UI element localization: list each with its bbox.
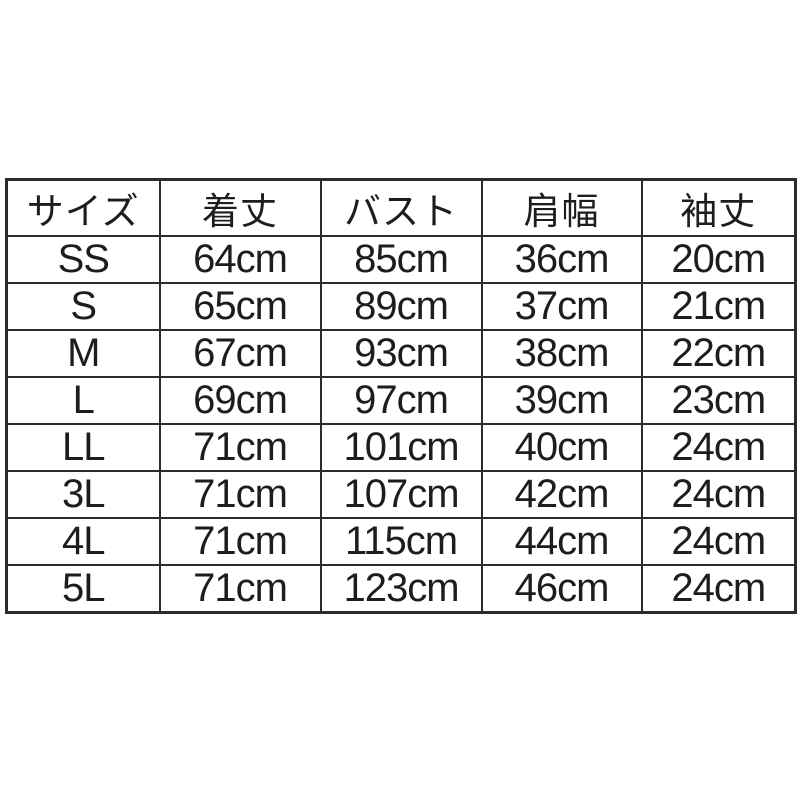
measurement-cell: 38cm [480,329,643,378]
table-row: L 69cm 97cm 39cm 23cm [5,376,797,425]
measurement-cell: 64cm [158,235,322,284]
measurement-cell: 71cm [158,517,322,566]
measurement-cell: 40cm [480,423,643,472]
size-chart-table: サイズ 着丈 バスト 肩幅 袖丈 SS 64cm 85cm 36cm 20cm S 65cm… [5,178,797,614]
table-row: LL 71cm 101cm 40cm 24cm [5,423,797,472]
measurement-cell: 65cm [158,282,322,331]
measurement-cell: 22cm [640,329,797,378]
measurement-cell: 37cm [480,282,643,331]
measurement-cell: 39cm [480,376,643,425]
measurement-cell: 71cm [158,423,322,472]
measurement-cell: 71cm [158,470,322,519]
measurement-cell: 101cm [319,423,483,472]
measurement-cell: 85cm [319,235,483,284]
measurement-cell: 36cm [480,235,643,284]
measurement-cell: 107cm [319,470,483,519]
size-label-cell: S [5,282,161,331]
size-label-cell: L [5,376,161,425]
table-row: 4L 71cm 115cm 44cm 24cm [5,517,797,566]
size-label-cell: 4L [5,517,161,566]
measurement-cell: 93cm [319,329,483,378]
table-row: S 65cm 89cm 37cm 21cm [5,282,797,331]
table-row: 3L 71cm 107cm 42cm 24cm [5,470,797,519]
measurement-cell: 42cm [480,470,643,519]
measurement-cell: 23cm [640,376,797,425]
measurement-cell: 24cm [640,470,797,519]
measurement-cell: 44cm [480,517,643,566]
size-label-cell: 5L [5,564,161,614]
table-row: M 67cm 93cm 38cm 22cm [5,329,797,378]
size-label-cell: SS [5,235,161,284]
measurement-cell: 20cm [640,235,797,284]
measurement-cell: 69cm [158,376,322,425]
measurement-cell: 97cm [319,376,483,425]
measurement-cell: 123cm [319,564,483,614]
column-header-size: サイズ [5,178,161,237]
measurement-cell: 67cm [158,329,322,378]
header-row: サイズ 着丈 バスト 肩幅 袖丈 [5,178,797,237]
measurement-cell: 21cm [640,282,797,331]
measurement-cell: 115cm [319,517,483,566]
measurement-cell: 24cm [640,517,797,566]
column-header-bust: バスト [319,178,483,237]
measurement-cell: 89cm [319,282,483,331]
measurement-cell: 24cm [640,564,797,614]
size-label-cell: 3L [5,470,161,519]
measurement-cell: 71cm [158,564,322,614]
size-label-cell: M [5,329,161,378]
column-header-shoulder: 肩幅 [480,178,643,237]
column-header-length: 着丈 [158,178,322,237]
measurement-cell: 46cm [480,564,643,614]
measurement-cell: 24cm [640,423,797,472]
column-header-sleeve: 袖丈 [640,178,797,237]
table-row: SS 64cm 85cm 36cm 20cm [5,235,797,284]
table-row: 5L 71cm 123cm 46cm 24cm [5,564,797,614]
size-label-cell: LL [5,423,161,472]
